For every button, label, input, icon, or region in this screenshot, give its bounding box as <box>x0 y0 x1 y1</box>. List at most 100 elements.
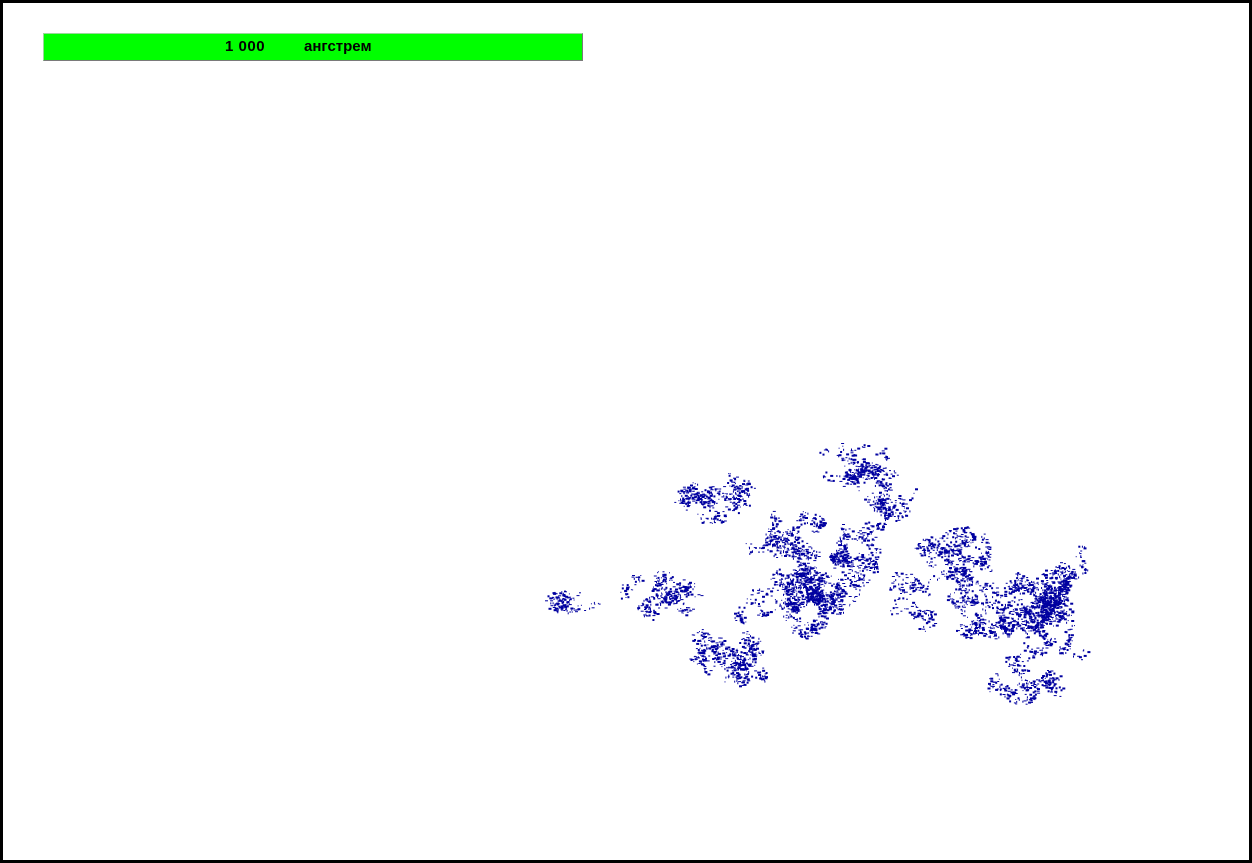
cluster-particle <box>733 495 735 498</box>
cluster-particle <box>710 640 713 642</box>
cluster-particle <box>801 598 803 601</box>
cluster-particle <box>985 606 987 608</box>
cluster-particle <box>897 599 900 600</box>
cluster-particle <box>707 490 709 492</box>
cluster-particle <box>876 502 879 505</box>
cluster-particle <box>835 563 836 565</box>
cluster-particle <box>658 607 661 609</box>
cluster-particle <box>571 609 573 611</box>
cluster-particle <box>762 667 765 669</box>
cluster-particle <box>975 561 978 564</box>
cluster-particle <box>761 678 765 681</box>
cluster-particle <box>986 553 988 556</box>
cluster-particle <box>565 603 567 606</box>
cluster-particle <box>703 648 705 650</box>
cluster-particle <box>965 539 968 541</box>
cluster-particle <box>685 492 689 494</box>
cluster-particle <box>974 632 978 634</box>
cluster-particle <box>568 593 570 595</box>
cluster-particle <box>688 490 692 493</box>
cluster-particle <box>972 602 976 604</box>
cluster-particle <box>738 672 740 675</box>
cluster-particle <box>863 481 866 484</box>
cluster-particle <box>632 589 634 591</box>
scale-unit: ангстрем <box>304 38 372 55</box>
cluster-particle <box>1026 628 1027 629</box>
cluster-particle <box>729 473 731 475</box>
cluster-particle <box>1007 586 1009 588</box>
cluster-particle <box>812 600 814 602</box>
cluster-particle <box>741 638 744 640</box>
cluster-particle <box>972 633 976 635</box>
cluster-particle <box>875 481 877 484</box>
cluster-particle <box>735 676 738 678</box>
cluster-particle <box>670 577 673 580</box>
cluster-particle <box>856 556 859 559</box>
cluster-particle <box>949 548 952 550</box>
cluster-particle <box>878 495 881 498</box>
cluster-particle <box>890 473 893 475</box>
cluster-particle <box>670 596 673 598</box>
cluster-particle <box>850 583 852 585</box>
cluster-particle <box>1059 649 1061 652</box>
cluster-particle <box>1057 581 1061 583</box>
cluster-particle <box>964 531 968 533</box>
cluster-particle <box>785 620 787 621</box>
cluster-particle <box>649 608 651 610</box>
cluster-particle <box>1052 573 1056 575</box>
cluster-particle <box>967 595 969 597</box>
cluster-particle <box>758 642 760 644</box>
cluster-particle <box>798 574 802 577</box>
cluster-particle <box>1037 629 1040 631</box>
cluster-particle <box>985 550 987 553</box>
cluster-particle <box>554 604 556 607</box>
cluster-particle <box>833 593 836 596</box>
cluster-particle <box>738 606 741 609</box>
cluster-particle <box>589 607 591 610</box>
cluster-particle <box>862 474 865 475</box>
cluster-particle <box>1009 604 1013 607</box>
cluster-particle <box>965 558 967 561</box>
cluster-particle <box>1013 662 1016 664</box>
cluster-particle <box>722 511 725 513</box>
cluster-particle <box>891 582 895 584</box>
cluster-particle <box>1044 600 1045 602</box>
cluster-particle <box>964 538 966 540</box>
cluster-particle <box>783 582 785 584</box>
cluster-particle <box>1045 609 1048 611</box>
cluster-particle <box>775 600 778 603</box>
cluster-particle <box>550 605 554 607</box>
cluster-particle <box>810 567 814 569</box>
cluster-particle <box>1008 587 1011 590</box>
cluster-particle <box>692 500 696 502</box>
cluster-particle <box>759 612 761 614</box>
cluster-particle <box>1082 560 1086 563</box>
cluster-particle <box>927 585 929 587</box>
cluster-particle <box>864 478 868 480</box>
cluster-particle <box>1037 622 1038 624</box>
cluster-particle <box>669 599 672 600</box>
cluster-particle <box>793 602 797 605</box>
cluster-particle <box>917 543 920 546</box>
cluster-particle <box>625 588 629 591</box>
cluster-particle <box>841 555 844 557</box>
cluster-particle <box>561 601 563 603</box>
cluster-particle <box>840 542 842 543</box>
cluster-particle <box>866 544 869 547</box>
cluster-particle <box>824 617 828 619</box>
cluster-particle <box>694 583 696 585</box>
cluster-particle <box>779 583 783 585</box>
cluster-particle <box>764 679 765 681</box>
cluster-particle <box>910 605 914 607</box>
cluster-particle <box>880 469 884 471</box>
cluster-particle <box>1011 586 1013 588</box>
cluster-particle <box>886 494 888 496</box>
cluster-particle <box>857 447 861 450</box>
cluster-particle <box>711 500 714 503</box>
cluster-particle <box>937 540 940 543</box>
cluster-particle <box>545 600 548 602</box>
cluster-particle <box>1043 638 1046 640</box>
cluster-particle <box>829 597 833 599</box>
cluster-particle <box>900 572 904 575</box>
cluster-particle <box>967 568 971 570</box>
